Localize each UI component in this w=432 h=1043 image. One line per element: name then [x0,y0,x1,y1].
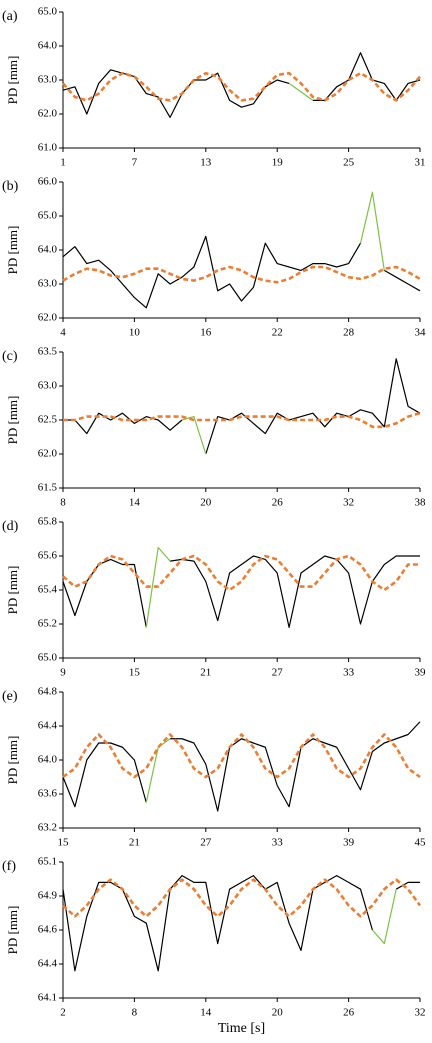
y-axis-label: PD [mm] [5,56,20,105]
panel-label: (c) [2,349,18,364]
data-line [62,52,421,118]
panel-label: (a) [2,9,18,24]
y-tick-label: 63.0 [38,74,58,86]
x-tick-label: 10 [129,327,141,339]
x-tick-label: 22 [272,327,283,339]
x-tick-label: 25 [343,157,355,169]
x-tick-label: 8 [60,497,66,509]
x-tick-label: 32 [343,497,354,509]
x-tick-label: 2 [60,1007,66,1019]
x-tick-label: 39 [343,837,355,849]
y-axis-label: PD [mm] [5,736,20,785]
data-line [63,411,421,429]
data-line [62,733,421,779]
y-tick-label: 65.0 [38,6,58,18]
data-line [62,265,421,284]
x-tick-label: 27 [272,667,284,679]
x-tick-label: 7 [132,157,138,169]
x-tick-label: 33 [272,837,284,849]
y-tick-label: 63.2 [38,822,57,834]
y-tick-label: 65.0 [38,652,58,664]
x-tick-label: 38 [415,497,427,509]
x-tick-label: 14 [200,1007,212,1019]
data-line [62,235,421,309]
y-tick-label: 64.0 [38,754,58,766]
y-axis-label: PD [mm] [5,396,20,445]
x-tick-label: 27 [200,837,212,849]
x-tick-label: 4 [60,327,66,339]
x-tick-label: 39 [415,667,427,679]
y-tick-label: 63.0 [38,380,58,392]
y-tick-label: 66.0 [38,176,58,188]
y-tick-label: 61.0 [38,142,58,154]
y-axis-label: PD [mm] [5,566,20,615]
panel-label: (e) [2,689,18,704]
x-tick-label: 33 [343,667,355,679]
x-tick-label: 34 [415,327,427,339]
x-tick-label: 15 [129,667,141,679]
panel-label: (b) [2,179,19,194]
data-line [371,889,397,945]
y-tick-label: 62.0 [38,312,58,324]
y-tick-label: 64.1 [38,992,57,1004]
y-tick-label: 65.6 [38,550,58,562]
y-tick-label: 65.8 [38,516,58,528]
panel-label: (d) [2,519,19,534]
y-tick-label: 64.8 [38,686,58,698]
data-line [62,721,421,812]
y-tick-label: 64.4 [38,720,58,732]
y-tick-label: 61.5 [38,482,58,494]
x-tick-label: 21 [200,667,211,679]
x-tick-label: 20 [272,1007,284,1019]
y-tick-label: 64.0 [38,244,58,256]
data-line [145,546,171,628]
data-line [63,358,421,455]
y-tick-label: 64.0 [38,40,58,52]
data-line [181,416,207,455]
data-line [62,555,420,628]
x-tick-label: 8 [132,1007,138,1019]
x-tick-label: 14 [129,497,141,509]
y-tick-label: 65.4 [38,584,58,596]
y-tick-label: 65.1 [38,856,57,868]
x-tick-label: 31 [415,157,426,169]
x-tick-label: 19 [272,157,284,169]
y-tick-label: 63.6 [38,788,58,800]
y-tick-label: 64.4 [38,958,58,970]
x-axis-label: Time [s] [218,1021,265,1036]
y-tick-label: 62.0 [38,108,58,120]
x-tick-label: 13 [200,157,212,169]
data-line [62,875,420,972]
x-tick-label: 45 [415,837,427,849]
y-tick-label: 63.5 [38,346,58,358]
x-tick-label: 21 [129,837,140,849]
x-tick-label: 20 [200,497,212,509]
x-tick-label: 15 [58,837,70,849]
data-line [288,82,314,101]
x-tick-label: 26 [343,1007,355,1019]
y-tick-label: 64.6 [38,924,58,936]
y-tick-label: 62.5 [38,414,58,426]
panel-label: (f) [2,859,16,874]
x-tick-label: 26 [272,497,284,509]
x-tick-label: 28 [343,327,355,339]
x-tick-label: 9 [60,667,66,679]
y-axis-label: PD [mm] [5,226,20,275]
y-tick-label: 65.0 [38,210,58,222]
data-line [62,71,421,102]
y-tick-label: 65.2 [38,618,57,630]
y-tick-label: 62.0 [38,448,58,460]
data-line [145,738,171,803]
data-line [359,191,385,271]
y-tick-label: 63.0 [38,278,58,290]
x-tick-label: 16 [200,327,212,339]
data-line [62,554,420,592]
x-tick-label: 32 [415,1007,426,1019]
y-tick-label: 64.9 [38,890,58,902]
data-line [62,878,422,918]
y-axis-label: PD [mm] [5,906,20,955]
x-tick-label: 1 [60,157,66,169]
